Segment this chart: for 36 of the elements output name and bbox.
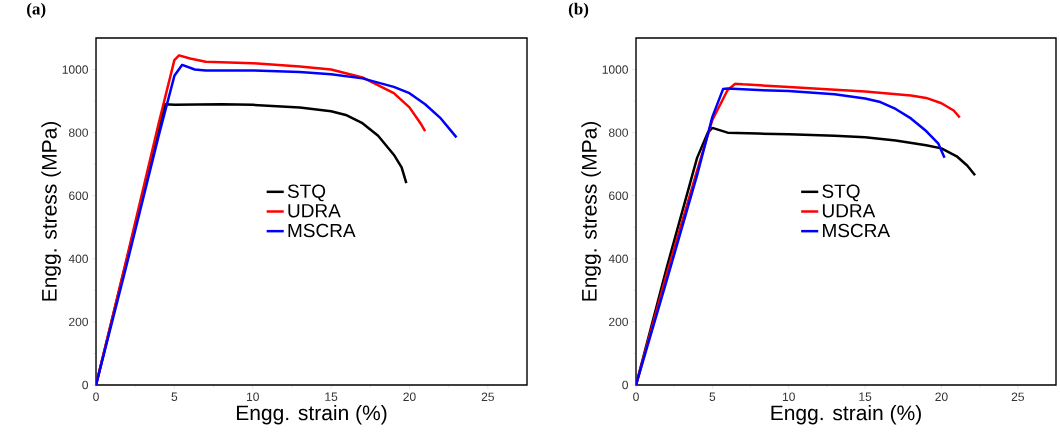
x-tick-label: 15: [325, 392, 338, 401]
y-tick-label: 1000: [62, 65, 89, 74]
y-tick-label: 400: [608, 254, 628, 264]
y-tick-label: 200: [69, 317, 89, 327]
y-tick-label: 600: [69, 191, 89, 200]
x-tick-label: 25: [481, 392, 494, 402]
chart-title: (a): [27, 2, 46, 19]
y-tick-label: 0: [82, 380, 89, 390]
y-tick-label: 0: [622, 380, 629, 390]
y-tick-label: 600: [609, 191, 628, 200]
x-axis-title: Engg. strain (%): [771, 404, 921, 425]
y-tick-label: 800: [608, 128, 628, 137]
legend-label: STQ: [287, 184, 326, 202]
x-tick-label: 25: [1011, 392, 1024, 402]
legend-label: STQ: [822, 184, 860, 202]
x-tick-label: 5: [171, 392, 178, 401]
x-axis-title: Engg. strain (%): [236, 404, 387, 425]
x-tick-label: 15: [859, 392, 872, 401]
x-tick-label: 20: [935, 392, 948, 402]
legend-label: MSCRA: [288, 223, 356, 238]
legend-label: UDRA: [822, 204, 876, 218]
x-tick-label: 20: [403, 392, 416, 402]
legend-label: UDRA: [288, 204, 341, 218]
y-tick-label: 200: [609, 317, 628, 327]
x-tick-label: 0: [93, 392, 99, 402]
x-tick-label: 0: [633, 392, 639, 402]
y-tick-label: 800: [68, 128, 89, 137]
chart-title: (b): [568, 2, 589, 19]
y-tick-label: 1000: [602, 65, 628, 74]
x-tick-label: 10: [246, 392, 259, 402]
y-axis-title: Engg. stress (MPa): [41, 121, 61, 301]
x-tick-label: 5: [709, 392, 716, 401]
y-tick-label: 400: [68, 254, 89, 264]
legend-label: MSCRA: [823, 223, 891, 238]
x-tick-label: 10: [782, 392, 795, 402]
y-axis-title: Engg. stress (MPa): [581, 121, 601, 301]
